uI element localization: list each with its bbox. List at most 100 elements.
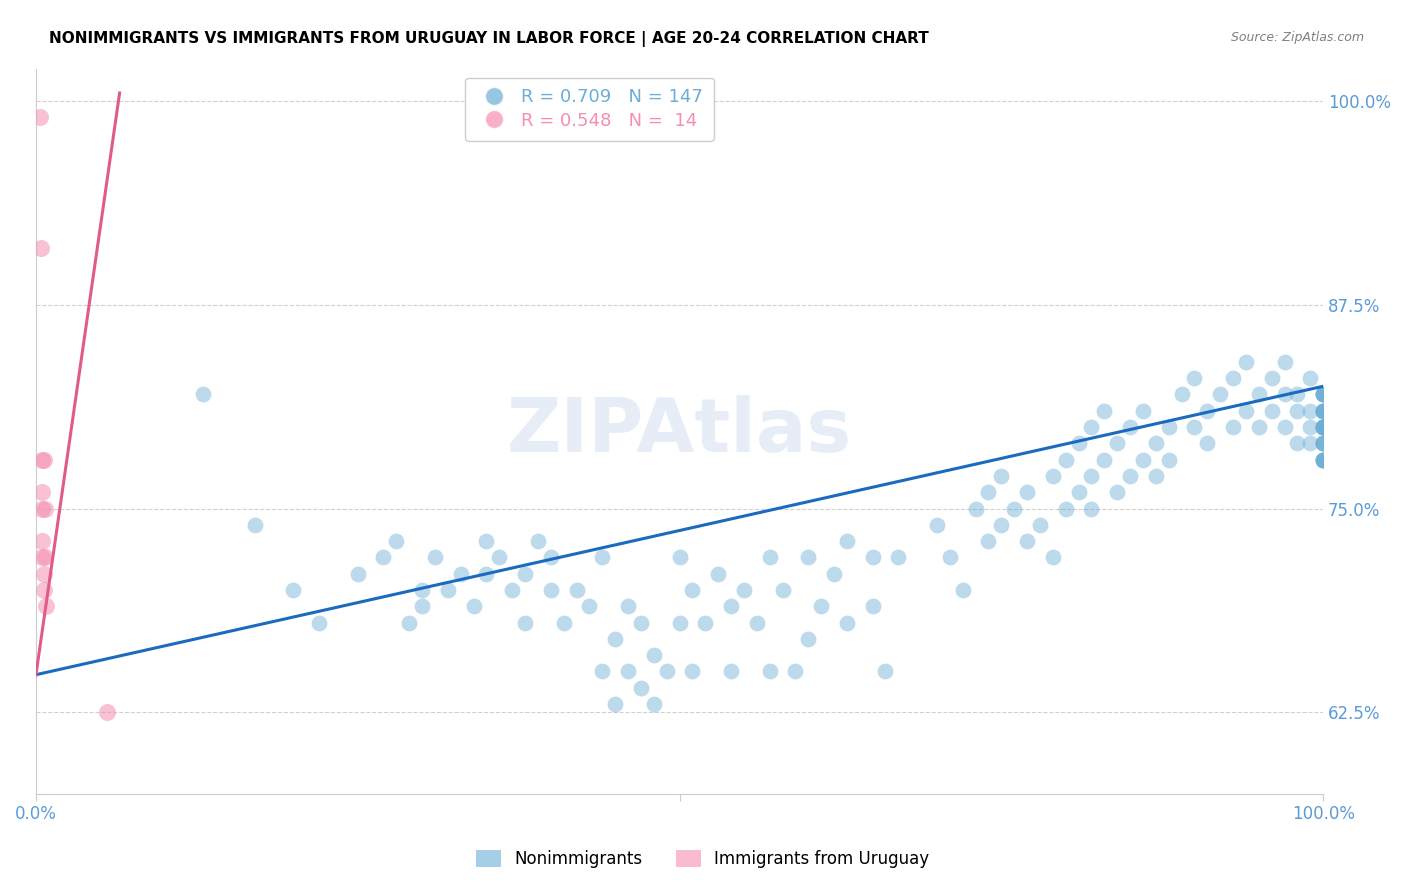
Point [1312,452,1334,467]
Point [31,485,53,500]
Point [578,599,600,614]
Point [423,550,446,565]
Point [1209,387,1232,401]
Point [1299,403,1322,417]
Point [243,517,266,532]
Point [1299,420,1322,434]
Point [1312,387,1334,401]
Point [1132,452,1154,467]
Point [1286,403,1309,417]
Point [797,632,820,646]
Point [591,550,613,565]
Point [1312,452,1334,467]
Point [1312,436,1334,450]
Point [720,599,742,614]
Point [1042,469,1064,483]
Point [1157,420,1180,434]
Point [810,599,832,614]
Point [1184,420,1206,434]
Point [437,582,460,597]
Point [283,582,305,597]
Point [1299,436,1322,450]
Point [463,599,485,614]
Point [1222,371,1244,385]
Point [643,697,665,711]
Point [1054,501,1077,516]
Point [1157,452,1180,467]
Point [875,665,897,679]
Point [1312,403,1334,417]
Point [1312,387,1334,401]
Point [398,615,420,630]
Point [1132,403,1154,417]
Point [887,550,910,565]
Point [772,582,794,597]
Point [785,665,807,679]
Point [668,615,690,630]
Point [1274,387,1296,401]
Point [1197,436,1219,450]
Point [1015,485,1038,500]
Point [745,615,768,630]
Point [1092,452,1115,467]
Text: NONIMMIGRANTS VS IMMIGRANTS FROM URUGUAY IN LABOR FORCE | AGE 20-24 CORRELATION : NONIMMIGRANTS VS IMMIGRANTS FROM URUGUAY… [49,31,929,47]
Point [965,501,987,516]
Point [977,485,1000,500]
Point [835,534,858,549]
Point [1247,387,1270,401]
Point [939,550,962,565]
Point [1299,371,1322,385]
Point [1054,452,1077,467]
Point [591,665,613,679]
Point [31,534,53,549]
Point [1144,436,1167,450]
Point [1222,420,1244,434]
Text: Source: ZipAtlas.com: Source: ZipAtlas.com [1230,31,1364,45]
Point [720,665,742,679]
Point [31,550,53,565]
Point [1260,403,1282,417]
Point [34,501,56,516]
Point [1312,452,1334,467]
Point [30,241,52,255]
Point [1170,387,1192,401]
Point [733,582,755,597]
Point [797,550,820,565]
Point [411,582,433,597]
Point [1015,534,1038,549]
Point [31,501,53,516]
Point [681,582,703,597]
Point [193,387,215,401]
Point [707,566,730,581]
Point [373,550,395,565]
Point [1312,420,1334,434]
Point [1080,501,1102,516]
Point [527,534,550,549]
Point [1312,403,1334,417]
Point [1312,420,1334,434]
Point [977,534,1000,549]
Point [1092,403,1115,417]
Point [475,566,498,581]
Point [308,615,330,630]
Point [605,632,627,646]
Point [1312,387,1334,401]
Point [565,582,588,597]
Point [385,534,408,549]
Point [32,566,55,581]
Point [1067,485,1090,500]
Point [1002,501,1025,516]
Point [990,517,1012,532]
Point [1234,403,1257,417]
Point [1247,420,1270,434]
Point [1312,452,1334,467]
Point [35,599,58,614]
Point [346,566,368,581]
Point [1312,436,1334,450]
Point [862,550,884,565]
Point [34,550,56,565]
Point [630,615,652,630]
Point [540,550,562,565]
Point [1312,387,1334,401]
Point [1197,403,1219,417]
